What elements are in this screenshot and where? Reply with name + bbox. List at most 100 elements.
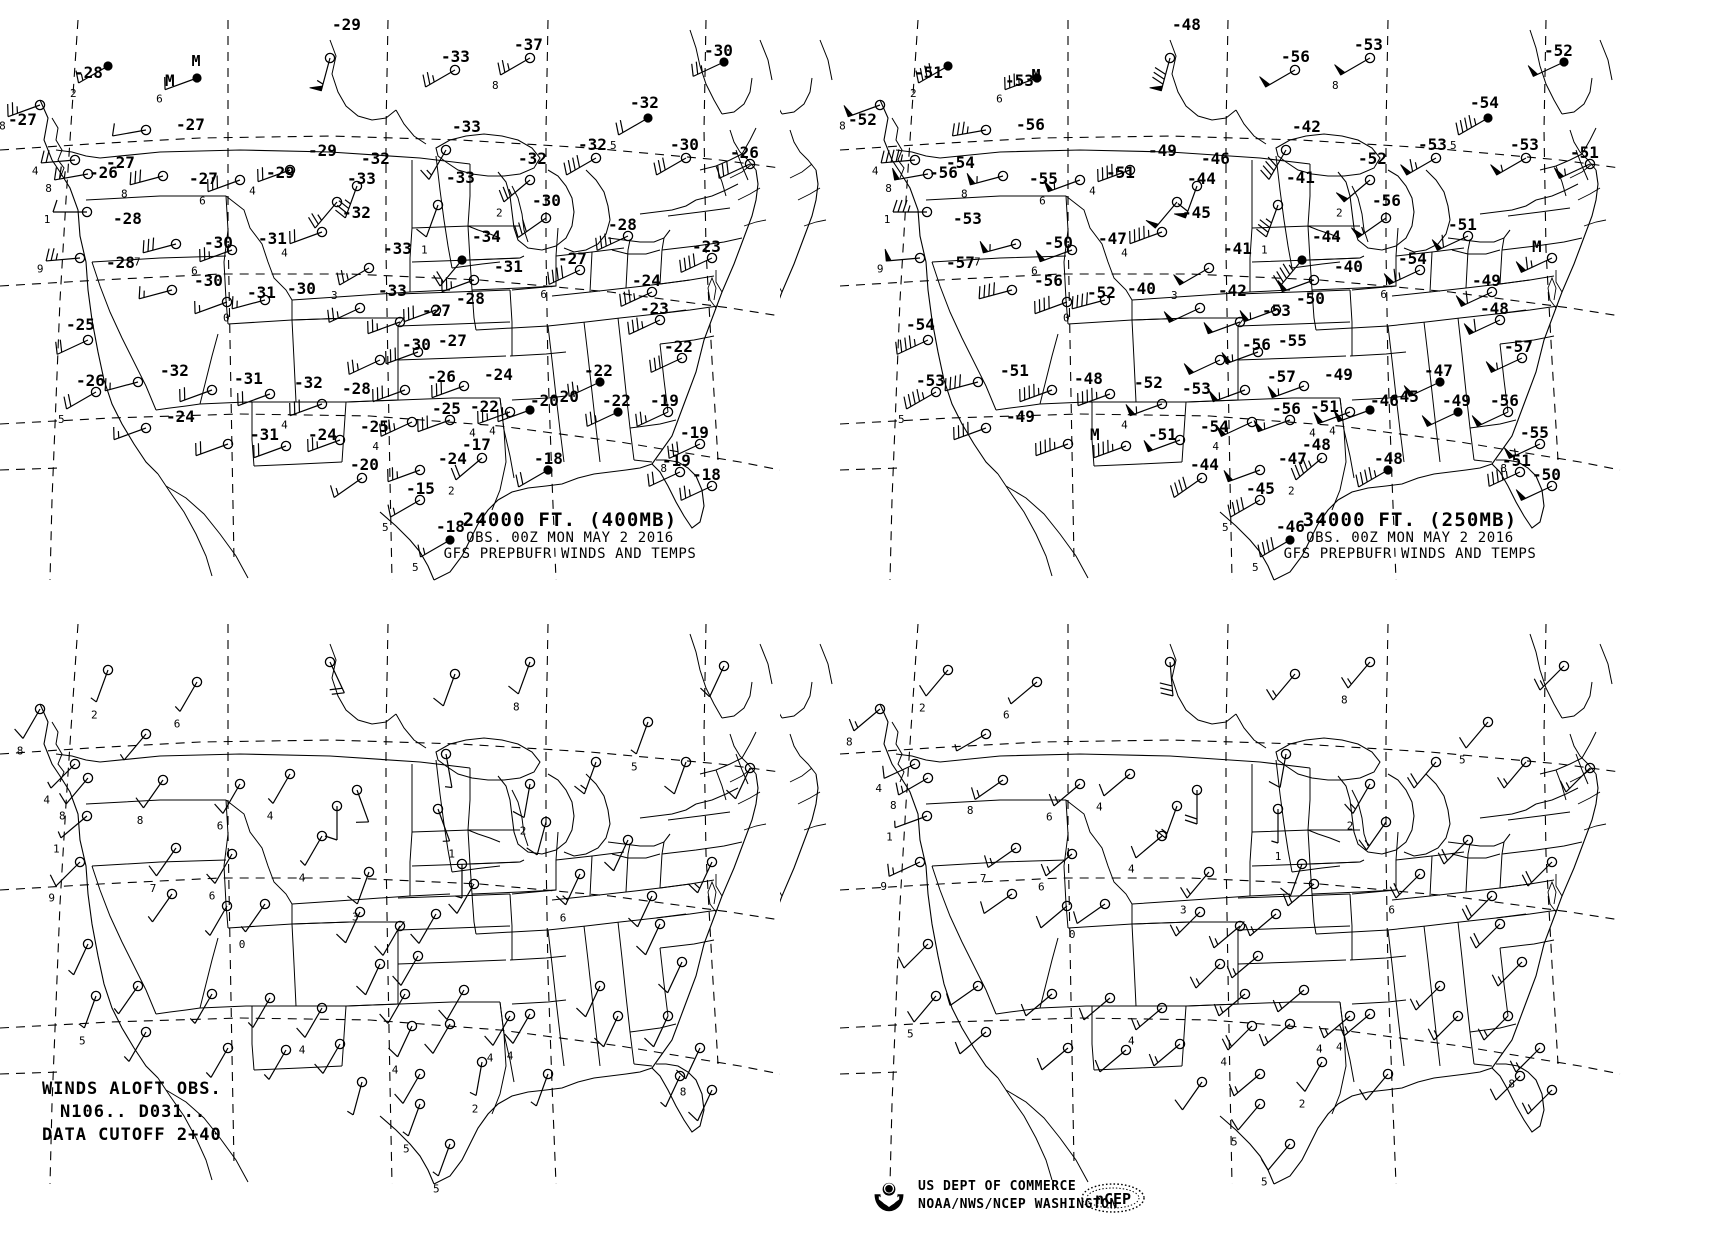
station-plot: -22 xyxy=(585,391,631,427)
station-plot xyxy=(726,762,756,800)
station-temperature: -33 xyxy=(347,169,376,188)
station-plot: -56 xyxy=(1471,391,1519,427)
station-plot xyxy=(1407,756,1442,789)
barb-annotation: 4 xyxy=(875,782,882,795)
station-plot: -53 1 xyxy=(884,199,982,228)
station-temperature: -32 xyxy=(361,149,390,168)
barb-annotation: 2 xyxy=(1347,820,1354,833)
barb-annotation: 8 xyxy=(660,462,667,475)
station-plot: -17 2 xyxy=(448,435,491,498)
station-plot: 7 xyxy=(148,842,182,895)
station-plot: -33 xyxy=(327,281,407,323)
station-plot xyxy=(636,918,666,956)
missing-wind-marker: M xyxy=(1031,66,1040,84)
station-plot: -45 5 xyxy=(1222,479,1275,534)
station-plot: -27 8 xyxy=(45,153,135,195)
station-temperature: -55 xyxy=(1029,169,1058,188)
station-plot xyxy=(410,908,442,944)
station-plot xyxy=(1035,900,1073,929)
station-temperature: -51 xyxy=(1502,451,1531,470)
station-temperature: -40 xyxy=(1334,257,1363,276)
station-plot: 5 xyxy=(1231,1098,1266,1149)
station-plot xyxy=(1078,992,1116,1021)
station-plot: -54 xyxy=(895,315,935,355)
station-plot: 6 xyxy=(1038,848,1078,894)
panel-250mb[interactable]: -52 8 -51 2 -53 6 -54 8 -56 4 -53 1 -57 9 -56 -55 8 -50 7-… xyxy=(780,0,1728,590)
barb-annotation: 4 xyxy=(1336,1041,1343,1054)
station-plot: -51 xyxy=(1487,451,1531,487)
barb-annotation: 4 xyxy=(372,440,379,453)
station-temperature: -31 xyxy=(250,425,279,444)
panel-400mb[interactable]: -27 8 -28 2 M 6 -27 8 -26 4 -28 1 -28 9 -27 -27 8 -30 7 -29… xyxy=(0,0,780,590)
station-plot: -26 5 xyxy=(58,371,105,426)
station-temperature: -52 xyxy=(1544,41,1573,60)
barb-annotation: 5 xyxy=(58,413,65,426)
station-temperature: -57 xyxy=(1267,367,1296,386)
barb-annotation: 1 xyxy=(1261,244,1268,257)
station-temperature: -27 xyxy=(176,115,205,134)
barb-annotation: 8 xyxy=(885,182,892,195)
station-plot: -32 xyxy=(335,149,390,219)
station-temperature: -50 xyxy=(1532,465,1561,484)
barb-annotation: 7 xyxy=(134,255,141,268)
station-plot: -56 xyxy=(1350,191,1401,239)
barb-annotation: 4 xyxy=(32,164,39,177)
station-plot: -52 xyxy=(1034,283,1116,315)
station-plot xyxy=(433,668,461,707)
station-plot: 4 xyxy=(267,768,296,823)
station-plot xyxy=(1489,1070,1526,1101)
station-plot xyxy=(1427,1010,1464,1041)
station-plot: -28 9 xyxy=(37,248,135,275)
station-plot: -49 xyxy=(953,407,1035,441)
barb-annotation: 4 xyxy=(299,1044,306,1057)
station-plot xyxy=(688,1084,718,1122)
station-plot: -30 xyxy=(138,271,223,300)
station-plot: -49 xyxy=(1455,271,1501,307)
station-plot-layer: -278-282M6-278-264-281-289-27-278-307-29… xyxy=(0,15,759,574)
barb-annotation: 8 xyxy=(492,79,499,92)
station-temperature: -30 xyxy=(204,233,233,252)
barb-annotation: 5 xyxy=(1459,754,1466,767)
barb-annotation: 5 xyxy=(1450,139,1457,152)
barb-annotation: 6 xyxy=(209,890,216,903)
station-temperature: -48 xyxy=(1480,299,1509,318)
barb-annotation: 6 xyxy=(1003,709,1010,722)
station-plot: -32 5 xyxy=(610,93,659,152)
station-temperature: -28 xyxy=(342,379,371,398)
station-plot: -57 9 xyxy=(877,248,975,275)
station-plot: -56 xyxy=(951,115,1045,137)
station-plot xyxy=(324,656,345,695)
station-plot: -198 xyxy=(660,423,708,475)
station-plot: -32 xyxy=(237,373,323,407)
station-plot: -40 0 xyxy=(1063,279,1156,324)
station-temperature: -28 xyxy=(106,253,135,272)
station-plot: -32 4 xyxy=(281,203,371,260)
station-plot: 8 xyxy=(59,772,94,823)
station-plot: -24 xyxy=(113,407,195,441)
station-plot xyxy=(351,784,370,823)
station-plot: 5 xyxy=(402,1098,426,1156)
station-plot: -53 8 xyxy=(1332,35,1383,92)
station-plot: -20 xyxy=(329,455,379,498)
station-temperature: -53 xyxy=(1262,301,1291,320)
barb-annotation: 4 xyxy=(249,185,256,198)
barb-annotation: 0 xyxy=(223,311,230,324)
station-temperature: -23 xyxy=(640,299,669,318)
station-plot: -42 xyxy=(1163,281,1247,323)
barb-annotation: 1 xyxy=(44,213,51,226)
station-plot: 2 xyxy=(469,1056,488,1115)
panel-title-line2: OBS. 00Z MON MAY 2 2016 xyxy=(466,530,674,547)
station-plot: 6 xyxy=(206,848,238,903)
barb-annotation: 3 xyxy=(331,289,338,302)
barb-annotation: 4 xyxy=(1121,247,1128,260)
station-temperature: -34 xyxy=(472,227,501,246)
station-temperature: -20 xyxy=(530,391,559,410)
barb-annotation: 5 xyxy=(79,1035,86,1048)
barb-annotation: 2 xyxy=(448,485,455,498)
station-temperature: -29 xyxy=(308,141,337,160)
barb-annotation: 2 xyxy=(1288,485,1295,498)
barb-annotation: 4 xyxy=(489,425,496,438)
station-temperature: -19 xyxy=(662,451,691,470)
